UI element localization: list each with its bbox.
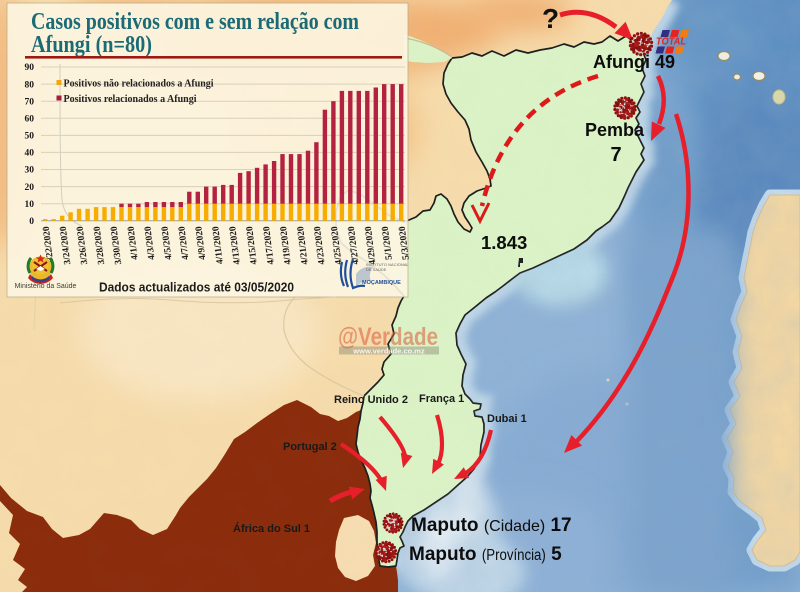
svg-text:Afungi 49: Afungi 49 — [593, 52, 675, 72]
svg-text:5/1/2020: 5/1/2020 — [381, 225, 395, 260]
svg-text:França 1: França 1 — [419, 393, 464, 405]
svg-text:3/22/2020: 3/22/2020 — [42, 225, 57, 265]
svg-text:3/26/2020: 3/26/2020 — [76, 225, 91, 265]
svg-text:4/3/2020: 4/3/2020 — [143, 225, 157, 260]
svg-text:Ministério da Saúde: Ministério da Saúde — [15, 283, 77, 290]
svg-text:20: 20 — [25, 183, 35, 193]
svg-text:Maputo (Província) 5: Maputo (Província) 5 — [409, 544, 562, 565]
svg-text:80: 80 — [25, 80, 35, 90]
svg-text:INSTITUTO NACIONAL: INSTITUTO NACIONAL — [366, 262, 409, 267]
svg-text:4/21/2020: 4/21/2020 — [296, 225, 311, 265]
svg-text:Dubai 1: Dubai 1 — [487, 413, 527, 425]
svg-text:TOTAL: TOTAL — [656, 37, 686, 48]
svg-text:Positivos relacionados a Afung: Positivos relacionados a Afungi — [64, 94, 197, 105]
svg-text:Pemba: Pemba — [585, 120, 645, 140]
svg-text:www.verdade.co.mz: www.verdade.co.mz — [352, 347, 425, 356]
svg-text:África do Sul 1: África do Sul 1 — [233, 522, 310, 535]
svg-text:DE SAÚDE: DE SAÚDE — [366, 267, 387, 272]
svg-text:Casos positivos com e sem rela: Casos positivos com e sem relação com — [31, 9, 359, 35]
svg-text:4/17/2020: 4/17/2020 — [262, 225, 277, 265]
svg-text:0: 0 — [29, 217, 34, 227]
svg-text:3/24/2020: 3/24/2020 — [59, 225, 74, 265]
svg-text:10: 10 — [25, 200, 35, 210]
svg-text:4/27/2020: 4/27/2020 — [347, 225, 362, 265]
svg-text:30: 30 — [25, 166, 35, 176]
svg-text:4/15/2020: 4/15/2020 — [245, 225, 260, 265]
svg-text:90: 90 — [25, 63, 35, 73]
svg-text:Maputo (Cidade) 17: Maputo (Cidade) 17 — [411, 515, 572, 536]
svg-text:?: ? — [542, 3, 559, 34]
svg-text:5/3/2020: 5/3/2020 — [398, 225, 412, 260]
svg-text:MOÇAMBIQUE: MOÇAMBIQUE — [362, 280, 401, 286]
svg-text:1.843: 1.843 — [481, 232, 527, 253]
svg-text:7: 7 — [610, 144, 621, 166]
svg-text:Reino Unido 2: Reino Unido 2 — [334, 394, 408, 406]
svg-text:4/13/2020: 4/13/2020 — [228, 225, 243, 265]
svg-text:4/29/2020: 4/29/2020 — [364, 225, 379, 265]
svg-text:4/23/2020: 4/23/2020 — [313, 225, 328, 265]
svg-text:4/19/2020: 4/19/2020 — [279, 225, 294, 265]
svg-text:3/28/2020: 3/28/2020 — [93, 225, 108, 265]
svg-text:40: 40 — [25, 149, 35, 159]
svg-text:70: 70 — [25, 97, 35, 107]
svg-text:Dados actualizados até 03/05/2: Dados actualizados até 03/05/2020 — [99, 281, 294, 295]
svg-text:Afungi (n=80): Afungi (n=80) — [31, 32, 152, 58]
svg-text:50: 50 — [25, 132, 35, 142]
svg-text:Portugal 2: Portugal 2 — [283, 441, 337, 453]
svg-text:4/1/2020: 4/1/2020 — [127, 225, 141, 260]
svg-text:3/30/2020: 3/30/2020 — [110, 225, 125, 265]
svg-text:@Verdade: @Verdade — [338, 323, 438, 351]
svg-text:4/25/2020: 4/25/2020 — [330, 225, 345, 265]
svg-text:4/5/2020: 4/5/2020 — [160, 225, 174, 260]
svg-text:4/9/2020: 4/9/2020 — [194, 225, 208, 260]
svg-text:Positivos não relacionados a A: Positivos não relacionados a Afungi — [64, 79, 214, 90]
svg-text:4/11/2020: 4/11/2020 — [211, 225, 226, 264]
svg-text:4/7/2020: 4/7/2020 — [177, 225, 191, 260]
svg-text:60: 60 — [25, 115, 35, 125]
